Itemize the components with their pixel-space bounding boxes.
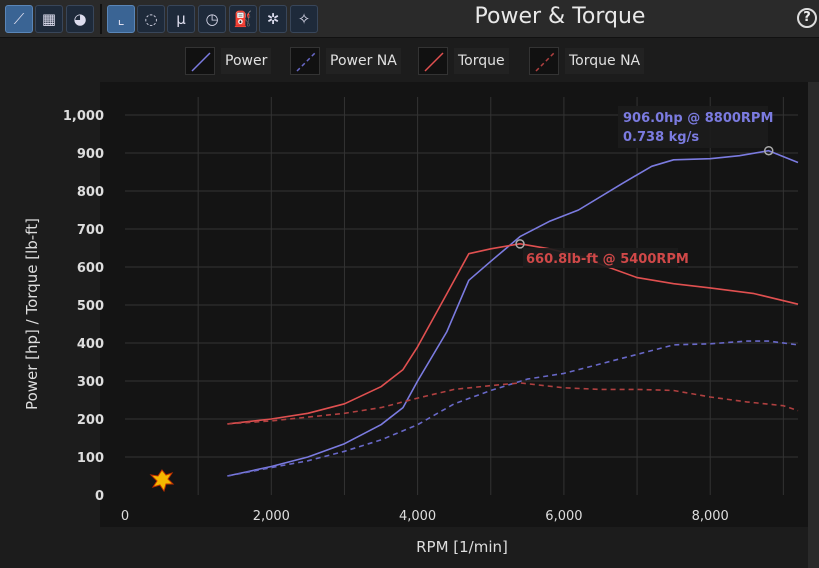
mass-flow-label: 0.738 kg/s [623, 130, 699, 145]
legend-swatch [418, 47, 448, 75]
torque-peak-label: 660.8lb-ft @ 5400RPM [526, 252, 689, 267]
legend-item[interactable]: Torque NA [529, 46, 645, 76]
friction-mu-button[interactable]: μ [167, 5, 195, 33]
multi-graph-icon: ▦ [41, 10, 57, 28]
x-tick-label: 6,000 [545, 509, 582, 524]
legend-item[interactable]: Power NA [290, 46, 401, 76]
legend-label: Power NA [326, 48, 401, 74]
stopwatch-button[interactable]: ◷ [198, 5, 226, 33]
legend: Power Power NA Torque Torque NA [0, 46, 819, 76]
x-tick-label: 2,000 [253, 509, 290, 524]
bug-icon: ✲ [266, 10, 280, 28]
power-peak-marker [763, 145, 774, 156]
legend-swatch [185, 47, 215, 75]
speedometer-button[interactable]: ◌ [137, 5, 165, 33]
series-line-torque-na [227, 382, 799, 425]
axis-chart-button[interactable]: ⌞ [107, 5, 135, 33]
power-annotation-box [618, 106, 768, 148]
turbo-icon: ◕ [73, 10, 87, 28]
x-tick-label: 4,000 [399, 509, 436, 524]
spray-button[interactable]: ✧ [290, 5, 318, 33]
legend-label: Torque NA [565, 48, 645, 74]
legend-swatch [529, 47, 559, 75]
legend-swatch [290, 47, 320, 75]
x-tick-label: 8,000 [692, 509, 729, 524]
y-tick-label: 800 [77, 185, 104, 200]
y-tick-label: 300 [77, 375, 104, 390]
spray-icon: ✧ [297, 10, 311, 28]
legend-label: Torque [454, 48, 509, 74]
y-tick-label: 700 [77, 223, 104, 238]
stopwatch-icon: ◷ [205, 10, 219, 28]
turbo-button[interactable]: ◕ [66, 5, 94, 33]
y-tick-label: 500 [77, 299, 104, 314]
legend-item[interactable]: Power [185, 46, 272, 76]
speedometer-icon: ◌ [144, 10, 158, 28]
x-axis-label: RPM [1/min] [416, 538, 508, 556]
y-tick-label: 200 [77, 413, 104, 428]
page-title: Power & Torque [474, 4, 646, 29]
y-tick-label: 0 [95, 489, 104, 504]
y-axis-label: Power [hp] / Torque [lb-ft] [23, 218, 41, 410]
power-torque-chart: 0 2,000 4,000 6,000 8,000 0 100 200 300 400 500 600… [23, 82, 819, 568]
y-tick-label: 900 [77, 147, 104, 162]
y-tick-label: 100 [77, 451, 104, 466]
rpm-limit-marker-icon[interactable] [149, 469, 175, 493]
power-graph-icon: ⟋ [13, 10, 25, 28]
multi-graph-button[interactable]: ▦ [35, 5, 63, 33]
bug-button[interactable]: ✲ [259, 5, 287, 33]
legend-item[interactable]: Torque [418, 46, 509, 76]
series-line-power [227, 149, 799, 477]
torque-annotation-box [523, 248, 678, 268]
axis-chart-icon: ⌞ [117, 10, 125, 28]
scrollbar[interactable] [808, 82, 819, 568]
x-tick-label: 0 [121, 509, 129, 524]
torque-peak-marker [515, 239, 525, 249]
toolbar-divider [100, 4, 102, 34]
series-line-power-na [227, 340, 799, 477]
legend-label: Power [221, 48, 272, 74]
friction-mu-icon: μ [176, 10, 186, 28]
fuel-icon: ⛽ [233, 10, 253, 28]
power-graph-button[interactable]: ⟋ [5, 5, 33, 33]
power-peak-label: 906.0hp @ 8800RPM [623, 111, 773, 126]
y-tick-label: 1,000 [63, 109, 104, 124]
toolbar: Power & Torque ? ⟋ ▦ ◕ ⌞ ◌ μ ◷ ⛽ ✲ ✧ [0, 0, 819, 38]
help-button[interactable]: ? [797, 8, 817, 28]
series-line-torque [227, 243, 799, 425]
y-tick-label: 600 [77, 261, 104, 276]
y-tick-label: 400 [77, 337, 104, 352]
fuel-button[interactable]: ⛽ [229, 5, 257, 33]
